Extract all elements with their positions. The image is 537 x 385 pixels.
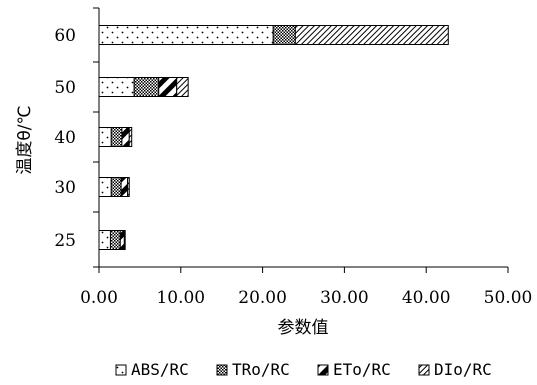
bar-40-eto-rc [121,127,130,147]
legend-label: DIo/RC [434,360,492,379]
legend-swatch [418,364,430,376]
legend-label: ABS/RC [131,360,189,379]
legend-label: ETo/RC [333,360,391,379]
legend-swatch [115,364,127,376]
y-tick-label: 30 [54,178,76,198]
x-tick-label: 10.00 [156,288,205,308]
x-tick-label: 30.00 [320,288,369,308]
bar-25-eto-rc [119,230,125,250]
bar-50-dio-rc [176,77,189,97]
x-tick-label: 50.00 [484,288,533,308]
bar-60-abs-rc [98,25,274,45]
x-tick-label: 20.00 [238,288,287,308]
y-tick-label: 40 [54,128,76,148]
bar-25-dio-rc [123,230,126,250]
bar-30-tro-rc [110,177,122,197]
bar-60-tro-rc [272,25,296,45]
bar-30-eto-rc [120,177,129,197]
bar-50-abs-rc [98,77,135,97]
bar-50-eto-rc [158,77,178,97]
legend: ABS/RC TRo/RC ETo/RC DIo/RC [115,360,492,379]
x-tick-label: 40.00 [402,288,451,308]
y-ticks: 25 30 40 50 60 [54,7,99,268]
legend-label: TRo/RC [232,360,290,379]
y-tick-label: 25 [54,231,76,251]
bar-25-abs-rc [98,230,111,250]
bar-40-abs-rc [98,127,112,147]
y-axis-title: 温度θ/℃ [15,105,35,174]
bar-40-tro-rc [110,127,123,147]
bar-60-dio-rc [294,25,449,45]
legend-swatch [317,364,329,376]
x-ticks: 0.00 10.00 20.00 30.00 40.00 50.00 [80,267,532,308]
x-tick-label: 0.00 [80,288,118,308]
legend-swatch [216,364,228,376]
bar-30-abs-rc [98,177,112,197]
bars-layer [98,25,449,250]
bar-30-dio-rc [127,177,130,197]
bar-50-tro-rc [133,77,160,97]
x-axis-title: 参数值 [278,318,329,338]
bar-40-dio-rc [128,127,133,147]
bar-25-tro-rc [109,230,121,250]
y-tick-label: 50 [54,78,76,98]
y-tick-label: 60 [54,26,76,46]
